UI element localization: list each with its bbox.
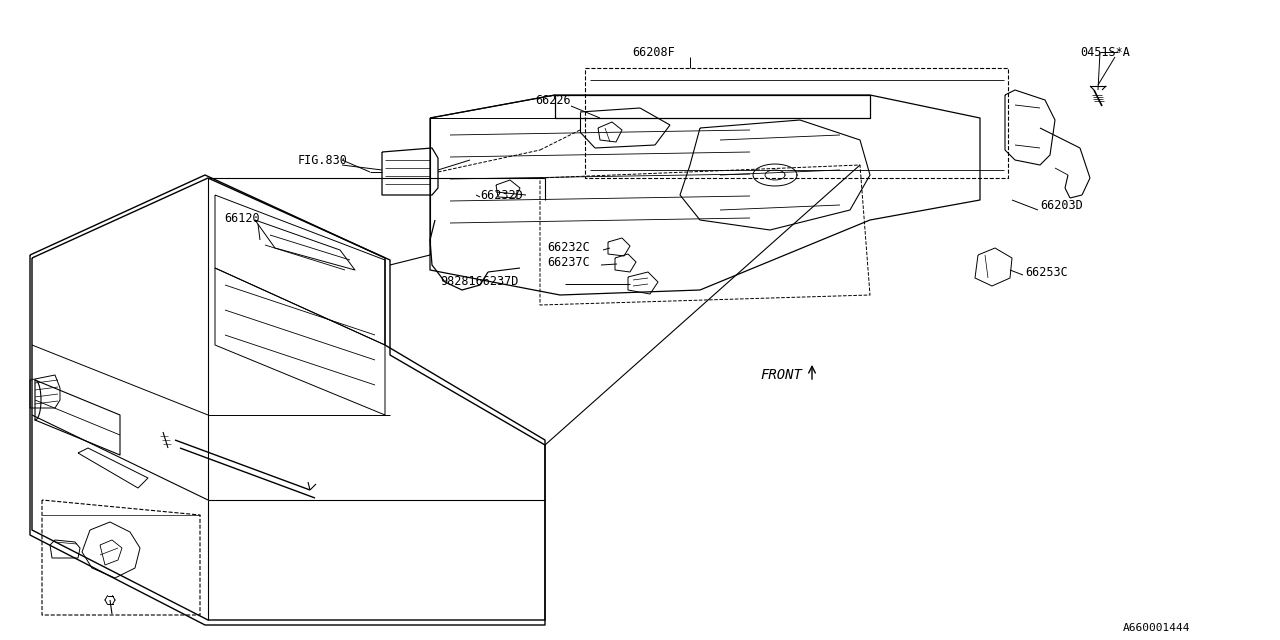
Text: 9828166237D: 9828166237D <box>440 275 518 287</box>
Text: A660001444: A660001444 <box>1123 623 1190 633</box>
Text: 66237C: 66237C <box>547 255 590 269</box>
Text: 66232C: 66232C <box>547 241 590 253</box>
Text: 66226: 66226 <box>535 93 571 106</box>
Text: 66120: 66120 <box>224 211 260 225</box>
Text: 66232D: 66232D <box>480 189 522 202</box>
Text: FRONT: FRONT <box>760 368 801 382</box>
Text: 66208F: 66208F <box>632 45 675 58</box>
Text: FIG.830: FIG.830 <box>298 154 348 166</box>
Text: 66253C: 66253C <box>1025 266 1068 278</box>
Text: 0451S*A: 0451S*A <box>1080 45 1130 58</box>
Text: 66203D: 66203D <box>1039 198 1083 211</box>
